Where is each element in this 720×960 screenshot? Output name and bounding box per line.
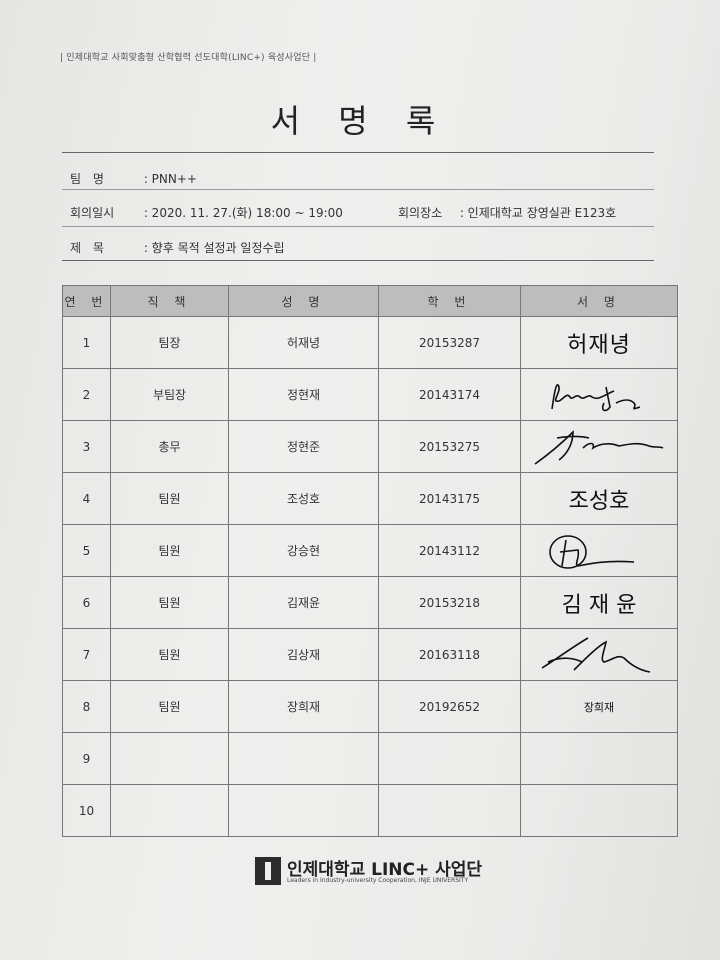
- table-header-row: 연 번 직 책 성 명 학 번 서 명: [62, 285, 678, 317]
- cell-no: 2: [62, 368, 111, 421]
- cell-no: 10: [62, 784, 111, 837]
- signature-scribble: [549, 534, 635, 569]
- cell-role: 부팀장: [110, 368, 229, 421]
- col-header-no: 연 번: [62, 285, 111, 317]
- program-header: | 인제대학교 사회맞춤형 산학협력 선도대학(LINC+) 육성사업단 |: [60, 53, 317, 63]
- cell-id: 20163118: [378, 628, 521, 681]
- cell-no: 6: [62, 576, 111, 629]
- cell-role: 팀원: [110, 680, 229, 733]
- team-value: : PNN++: [143, 172, 197, 186]
- table-row: 6 팀원 김재윤 20153218 김 재 윤: [62, 576, 678, 629]
- table-row: 3 총무 정현준 20153275: [62, 420, 678, 473]
- cell-no: 8: [62, 680, 111, 733]
- handwritten-signature: 장희재: [583, 700, 615, 714]
- cell-name: [228, 732, 379, 785]
- cell-signature: [520, 368, 678, 421]
- subject-value: : 향후 목적 설정과 일정수립: [143, 241, 285, 255]
- cell-id: 20143175: [378, 472, 521, 525]
- signature-table: 연 번 직 책 성 명 학 번 서 명 1 팀장 허재녕 20153287 허재…: [62, 285, 678, 837]
- cell-name: 허재녕: [228, 316, 379, 369]
- cell-name: 강승현: [228, 524, 379, 577]
- cell-signature: 조성호: [520, 472, 678, 525]
- team-row: 팀 명 : PNN++: [70, 170, 197, 187]
- cell-role: 총무: [110, 420, 229, 473]
- subject-label: 제 목: [70, 241, 108, 255]
- cell-role: 팀원: [110, 524, 229, 577]
- cell-role: 팀원: [110, 628, 229, 681]
- table-row: 4 팀원 조성호 20143175 조성호: [62, 472, 678, 525]
- cell-no: 4: [62, 472, 111, 525]
- cell-id: 20192652: [378, 680, 521, 733]
- table-row: 8 팀원 장희재 20192652 장희재: [62, 680, 678, 733]
- place-value: : 인제대학교 장영실관 E123호: [459, 206, 617, 220]
- cell-name: [228, 784, 379, 837]
- document-title: 서 명 록: [270, 102, 450, 140]
- cell-role: 팀원: [110, 576, 229, 629]
- cell-role: 팀장: [110, 316, 229, 369]
- footer-org: 인제대학교 LINC+ 사업단: [287, 860, 483, 880]
- cell-name: 정현준: [228, 420, 379, 473]
- cell-signature: 장희재: [520, 680, 678, 733]
- cell-name: 장희재: [228, 680, 379, 733]
- cell-no: 5: [62, 524, 111, 577]
- table-row: 10: [62, 784, 678, 837]
- cell-id: [378, 784, 521, 837]
- team-label: 팀 명: [70, 172, 108, 186]
- table-row: 1 팀장 허재녕 20153287 허재녕: [62, 316, 678, 369]
- cell-name: 김상재: [228, 628, 379, 681]
- cell-id: 20143174: [378, 368, 521, 421]
- cell-id: 20153218: [378, 576, 521, 629]
- cell-name: 김재윤: [228, 576, 379, 629]
- date-label: 회의일시: [70, 206, 115, 220]
- table-row: 2 부팀장 정현재 20143174: [62, 368, 678, 421]
- table-row: 9: [62, 732, 678, 785]
- cell-id: [378, 732, 521, 785]
- cell-role: [110, 732, 229, 785]
- date-value: : 2020. 11. 27.(화) 18:00 ~ 19:00: [143, 206, 343, 220]
- place-label: 회의장소: [398, 206, 443, 220]
- university-logo-icon: [255, 857, 281, 885]
- handwritten-signature: 조성호: [568, 488, 630, 514]
- cell-no: 7: [62, 628, 111, 681]
- cell-name: 조성호: [228, 472, 379, 525]
- cell-id: 20143112: [378, 524, 521, 577]
- col-header-id: 학 번: [378, 285, 521, 317]
- cell-name: 정현재: [228, 368, 379, 421]
- cell-no: 1: [62, 316, 111, 369]
- cell-signature: [520, 784, 678, 837]
- col-header-signature: 서 명: [520, 285, 678, 317]
- cell-signature: [520, 524, 678, 577]
- divider: [62, 226, 654, 227]
- cell-no: 9: [62, 732, 111, 785]
- col-header-name: 성 명: [228, 285, 379, 317]
- cell-signature: [520, 628, 678, 681]
- col-header-role: 직 책: [110, 285, 229, 317]
- divider: [62, 189, 654, 190]
- divider: [62, 260, 654, 261]
- footer-tagline: Leaders in Industry-university Cooperati…: [287, 877, 469, 884]
- table-row: 7 팀원 김상재 20163118: [62, 628, 678, 681]
- cell-role: [110, 784, 229, 837]
- cell-id: 20153287: [378, 316, 521, 369]
- cell-no: 3: [62, 420, 111, 473]
- divider: [62, 152, 654, 153]
- cell-signature: 허재녕: [520, 316, 678, 369]
- subject-row: 제 목 : 향후 목적 설정과 일정수립: [70, 239, 285, 256]
- date-row: 회의일시 : 2020. 11. 27.(화) 18:00 ~ 19:00: [70, 204, 343, 221]
- signature-scribble: [541, 636, 651, 673]
- cell-signature: [520, 420, 678, 473]
- cell-role: 팀원: [110, 472, 229, 525]
- table-row: 5 팀원 강승현 20143112: [62, 524, 678, 577]
- handwritten-signature: 허재녕: [567, 332, 631, 358]
- place-row: 회의장소 : 인제대학교 장영실관 E123호: [398, 204, 616, 221]
- cell-id: 20153275: [378, 420, 521, 473]
- cell-signature: [520, 732, 678, 785]
- signature-scribble: [551, 383, 641, 411]
- signature-scribble: [534, 429, 664, 465]
- handwritten-signature: 김 재 윤: [561, 592, 637, 618]
- footer-logo: 인제대학교 LINC+ 사업단 Leaders in Industry-univ…: [255, 855, 515, 889]
- cell-signature: 김 재 윤: [520, 576, 678, 629]
